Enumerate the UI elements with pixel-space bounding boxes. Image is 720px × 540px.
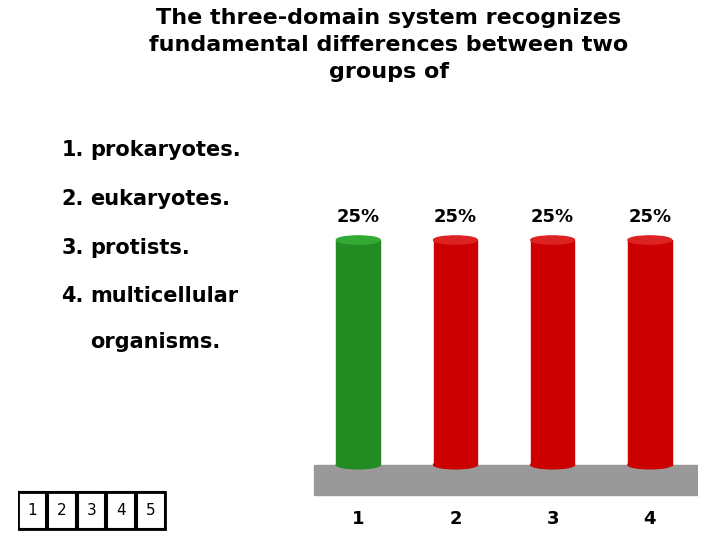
Text: 4: 4 — [117, 503, 126, 518]
Text: eukaryotes.: eukaryotes. — [90, 189, 230, 209]
Ellipse shape — [628, 461, 672, 469]
Bar — [336, 240, 380, 465]
Bar — [137, 492, 165, 529]
Text: 25%: 25% — [629, 208, 671, 226]
Text: groups of: groups of — [329, 62, 449, 82]
Ellipse shape — [531, 461, 575, 469]
Text: 3: 3 — [86, 503, 96, 518]
Bar — [531, 240, 575, 465]
Ellipse shape — [433, 236, 477, 244]
Text: 3.: 3. — [61, 238, 84, 258]
Bar — [78, 492, 105, 529]
Text: fundamental differences between two: fundamental differences between two — [149, 35, 629, 55]
Text: 2: 2 — [57, 503, 66, 518]
Text: 4.: 4. — [61, 286, 84, 306]
Ellipse shape — [433, 461, 477, 469]
Ellipse shape — [336, 236, 380, 244]
Text: prokaryotes.: prokaryotes. — [90, 140, 240, 160]
Text: The three-domain system recognizes: The three-domain system recognizes — [156, 8, 621, 28]
Text: 5: 5 — [146, 503, 156, 518]
Text: organisms.: organisms. — [90, 332, 220, 352]
Text: 1: 1 — [27, 503, 37, 518]
Bar — [433, 240, 477, 465]
Bar — [107, 492, 135, 529]
Text: 1.: 1. — [61, 140, 84, 160]
Text: 25%: 25% — [434, 208, 477, 226]
Text: multicellular: multicellular — [90, 286, 238, 306]
Bar — [315, 465, 720, 495]
Text: 25%: 25% — [337, 208, 379, 226]
Ellipse shape — [628, 236, 672, 244]
Text: 2.: 2. — [61, 189, 84, 209]
Text: protists.: protists. — [90, 238, 190, 258]
Bar — [18, 492, 46, 529]
Text: 25%: 25% — [531, 208, 574, 226]
Bar — [48, 492, 76, 529]
Bar — [628, 240, 672, 465]
Bar — [18, 492, 165, 529]
Ellipse shape — [336, 461, 380, 469]
Ellipse shape — [531, 236, 575, 244]
